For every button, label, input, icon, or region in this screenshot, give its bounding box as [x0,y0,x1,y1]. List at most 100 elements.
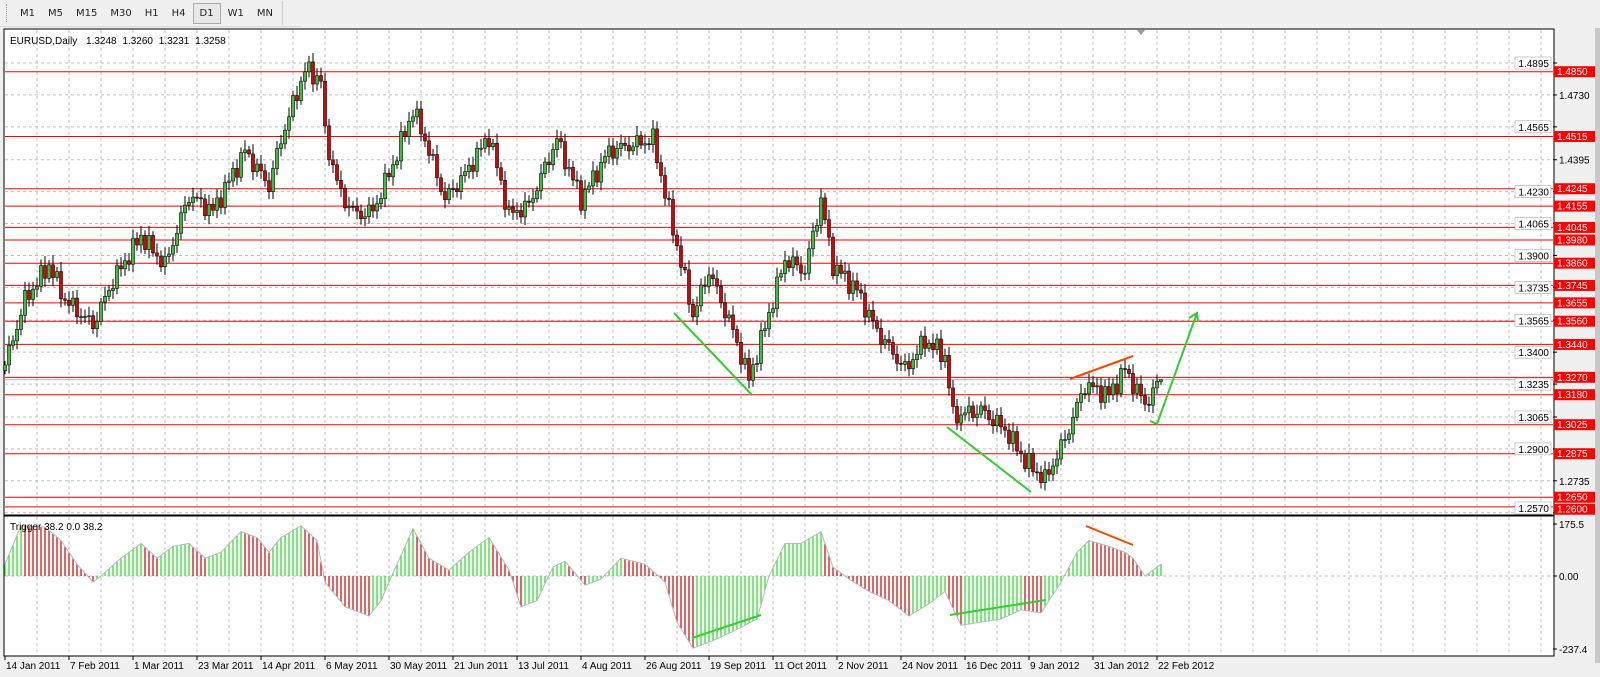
candle-bullish [867,309,871,318]
candle-bullish [367,204,371,218]
level-price-label: 1.3745 [1557,281,1588,292]
level-price-badge [1554,131,1596,143]
candle-bearish [863,292,867,318]
candle-bearish [987,410,991,420]
candle-bearish [827,219,831,238]
candle-bullish [851,280,855,294]
y-tick-label: 1.4895 [1518,59,1549,70]
x-tick-label: 9 Jan 2012 [1030,661,1080,672]
level-price-label: 1.4850 [1557,67,1588,78]
level-price-badge [1554,338,1596,350]
candle-bearish [527,200,531,203]
price-panel[interactable] [3,28,1555,516]
level-price-label: 1.3440 [1557,340,1588,351]
timeframe-mn[interactable]: MN [256,7,273,19]
candle-bullish [963,412,967,416]
candle-bullish [95,321,99,330]
candle-bullish [619,142,623,149]
candle-bearish [895,353,899,364]
timeframe-h4[interactable]: H4 [171,7,186,19]
candle-bearish [847,270,851,294]
chart-shift-marker-icon[interactable] [1137,30,1145,35]
candle-bullish [227,180,231,183]
candle-bearish [331,159,335,166]
high-value: 1.3260 [122,36,153,47]
trendlines[interactable] [673,311,1199,639]
candle-bearish [1139,383,1143,396]
toolbar-grip[interactable] [6,4,10,22]
x-tick-label: 24 Nov 2011 [902,661,958,672]
level-price-label: 1.3655 [1557,298,1588,309]
candle-bullish [131,238,135,265]
candle-bullish [307,61,311,73]
candle-bullish [819,197,823,226]
candle-bearish [675,234,679,247]
candle-bearish [503,179,507,210]
candle-bullish [11,340,15,346]
candle-bearish [931,342,935,351]
projection-arrow[interactable] [1149,312,1198,426]
candle-bearish [955,406,959,424]
indicator-panel[interactable] [3,515,1555,657]
level-price-badge [1554,491,1596,503]
candle-bullish [1095,385,1099,388]
indicator-trendline-green[interactable] [949,599,1047,616]
trendline-red[interactable] [1069,355,1134,380]
candle-bullish [835,264,839,277]
candle-bullish [1071,416,1075,435]
y-tick-label: 1.3565 [1518,316,1549,327]
chart-header: EURUSD,Daily 1.3248 1.3260 1.3231 1.3258 [10,36,226,47]
candle-bearish [487,138,491,147]
candle-bearish [443,191,447,201]
level-price-label: 1.2600 [1557,505,1588,516]
timeframe-m1[interactable]: M1 [20,7,35,19]
indicator-signal-line [4,525,1162,649]
candle-bullish [271,168,275,193]
timeframe-m15[interactable]: M15 [76,7,98,19]
candle-bearish [335,164,339,181]
candle-bullish [31,288,35,300]
timeframe-m5[interactable]: M5 [48,7,63,19]
indicator-trendline-red[interactable] [1085,525,1134,546]
candle-bullish [283,129,287,145]
candle-bullish [23,290,27,316]
timeframe-m30[interactable]: M30 [110,7,132,19]
y-tick-tag [1514,377,1552,391]
candle-bearish [951,387,955,407]
timeframe-d1[interactable]: D1 [192,2,221,24]
vertical-scrollbar[interactable] [1595,28,1600,663]
candle-bullish [1059,439,1063,460]
candle-bullish [1067,433,1071,440]
candle-bullish [1151,387,1155,406]
indicator-trendline-green[interactable] [691,614,762,639]
level-price-badge [1554,279,1596,291]
candle-bullish [275,148,279,169]
candle-bearish [63,298,67,301]
candle-bullish [47,264,51,279]
candle-bearish [359,210,363,219]
candle-bearish [1091,382,1095,388]
candle-bullish [515,210,519,213]
candle-bearish [247,149,251,155]
candle-bearish [719,285,723,303]
y-tick-label: 1.4565 [1518,123,1549,134]
timeframe-h1[interactable]: H1 [144,7,159,19]
candle-bearish [323,80,327,127]
candle-bullish [651,128,655,146]
candle-bullish [7,345,11,366]
level-price-badge [1554,389,1596,401]
candle-bullish [279,143,283,149]
candle-bullish [71,297,75,306]
candle-bearish [499,167,503,181]
candle-bullish [567,167,571,170]
trendline-green[interactable] [673,312,753,396]
candle-bullish [239,152,243,178]
candle-bearish [455,188,459,192]
trendline-green[interactable] [946,426,1032,493]
candle-bearish [831,236,835,277]
candle-bullish [291,95,295,118]
candle-bullish [975,413,979,418]
timeframe-w1[interactable]: W1 [227,7,244,19]
candle-bearish [563,141,567,170]
